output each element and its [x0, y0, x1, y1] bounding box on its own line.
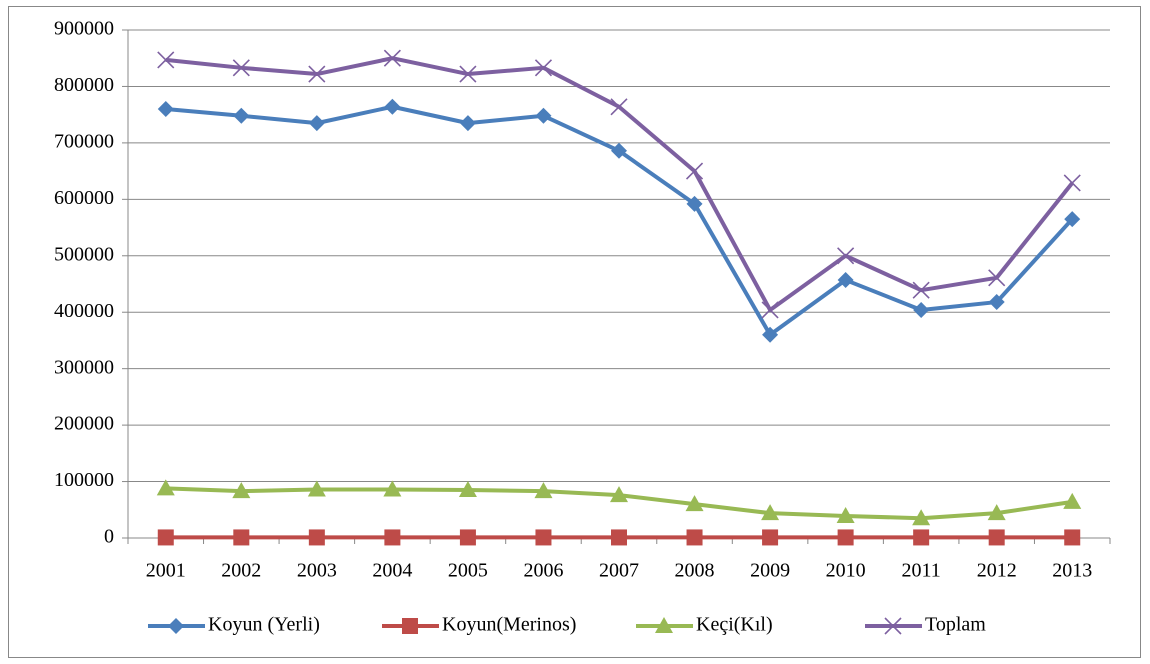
marker	[988, 529, 1005, 546]
y-tick-label: 100000	[54, 469, 114, 491]
marker	[912, 281, 930, 299]
x-tick-label: 2004	[372, 560, 412, 582]
marker	[912, 509, 931, 526]
x-tick-label: 2003	[297, 560, 337, 582]
legend-marker	[402, 618, 418, 634]
marker	[762, 326, 779, 343]
marker	[384, 529, 401, 546]
marker	[836, 506, 855, 523]
marker	[157, 101, 174, 118]
marker	[534, 482, 553, 499]
y-tick-label: 800000	[54, 74, 114, 96]
marker	[308, 65, 326, 83]
marker	[534, 59, 553, 77]
marker	[308, 529, 325, 546]
x-tick-label: 2013	[1052, 560, 1092, 582]
marker	[685, 495, 704, 512]
marker	[761, 504, 780, 521]
marker	[685, 162, 704, 180]
marker	[308, 115, 325, 132]
marker	[837, 247, 855, 265]
x-tick-label: 2001	[146, 560, 186, 582]
legend-label: Koyun(Merinos)	[442, 614, 576, 636]
marker	[686, 529, 703, 546]
marker	[611, 142, 627, 159]
marker	[157, 529, 174, 546]
x-tick-label: 2011	[902, 560, 941, 582]
marker	[383, 480, 402, 497]
marker	[307, 480, 326, 497]
x-tick-label: 2006	[523, 560, 563, 582]
marker	[611, 529, 627, 546]
marker	[913, 529, 930, 546]
x-tick-label: 2012	[977, 560, 1017, 582]
marker	[610, 486, 628, 503]
marker	[459, 115, 476, 132]
marker	[988, 294, 1005, 311]
marker	[761, 301, 779, 319]
chart-border	[8, 6, 1141, 658]
y-tick-label: 0	[104, 526, 114, 548]
marker	[233, 107, 250, 124]
legend-label: Toplam	[925, 614, 986, 636]
marker	[1064, 211, 1081, 228]
y-tick-label: 900000	[54, 18, 114, 40]
marker	[232, 59, 250, 77]
x-tick-label: 2002	[221, 560, 261, 582]
marker	[1063, 174, 1081, 192]
marker	[837, 272, 854, 289]
marker	[1064, 529, 1081, 546]
marker	[232, 482, 251, 499]
marker	[458, 481, 477, 498]
marker	[987, 504, 1006, 521]
marker	[762, 529, 779, 546]
y-tick-label: 500000	[54, 243, 114, 265]
y-tick-label: 300000	[54, 356, 114, 378]
y-tick-label: 700000	[54, 130, 114, 152]
marker	[384, 98, 401, 115]
x-tick-label: 2009	[750, 560, 790, 582]
y-tick-label: 200000	[54, 413, 114, 435]
x-tick-label: 2007	[599, 560, 639, 582]
marker	[459, 65, 477, 83]
marker	[988, 269, 1006, 287]
marker	[837, 529, 854, 546]
marker	[156, 479, 175, 496]
legend-label: Keçi(Kıl)	[696, 614, 773, 636]
marker	[535, 107, 552, 124]
legend-label: Koyun (Yerli)	[208, 614, 320, 636]
x-tick-label: 2005	[448, 560, 488, 582]
legend-marker	[168, 618, 184, 634]
marker	[383, 49, 401, 67]
marker	[913, 301, 930, 318]
y-tick-label: 400000	[54, 300, 114, 322]
marker	[233, 529, 250, 546]
marker	[610, 98, 628, 116]
x-tick-label: 2008	[675, 560, 715, 582]
marker	[157, 51, 175, 69]
marker	[1063, 492, 1082, 509]
y-tick-label: 600000	[54, 187, 114, 209]
marker	[686, 195, 703, 212]
marker	[459, 529, 476, 546]
x-tick-label: 2010	[826, 560, 866, 582]
legend-marker	[884, 617, 902, 635]
marker	[535, 529, 552, 546]
legend-marker	[655, 617, 673, 633]
